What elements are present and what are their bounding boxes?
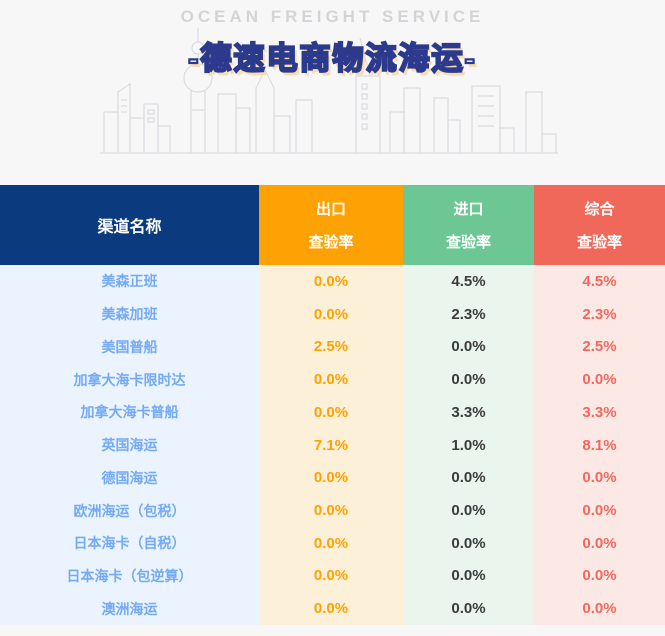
header-combined-line1: 综合 bbox=[584, 201, 615, 218]
header-export-line2: 查验率 bbox=[308, 234, 354, 251]
export-rate-cell: 7.1% bbox=[313, 436, 349, 454]
export-rate-cell: 0.0% bbox=[313, 403, 349, 421]
channel-name-cell: 日本海卡（包逆算） bbox=[66, 567, 193, 584]
import-rate-cell: 0.0% bbox=[451, 534, 486, 552]
header-combined-rate: 综合 查验率 bbox=[534, 185, 665, 265]
combined-rate-cell: 0.0% bbox=[582, 567, 617, 585]
import-rate-cell: 3.3% bbox=[451, 403, 486, 421]
table-body: 美森正班 美森加班 美国普船 加拿大海卡限时达 加拿大海卡普船 英国海运 德国海… bbox=[0, 265, 665, 625]
combined-rate-cell: 0.0% bbox=[582, 371, 617, 389]
import-rate-cell: 2.3% bbox=[451, 305, 486, 323]
export-rate-cell: 0.0% bbox=[313, 502, 349, 519]
channel-name-column: 美森正班 美森加班 美国普船 加拿大海卡限时达 加拿大海卡普船 英国海运 德国海… bbox=[0, 265, 259, 625]
export-rate-cell: 0.0% bbox=[313, 469, 349, 487]
export-rate-cell: 0.0% bbox=[313, 272, 349, 290]
channel-name-cell: 美森正班 bbox=[101, 273, 158, 290]
combined-rate-cell: 2.3% bbox=[582, 305, 617, 323]
header-import-rate: 进口 查验率 bbox=[403, 185, 534, 265]
import-rate-cell: 0.0% bbox=[451, 371, 486, 389]
combined-rate-cell: 3.3% bbox=[582, 403, 617, 421]
import-rate-cell: 4.5% bbox=[451, 272, 486, 290]
combined-rate-cell: 2.5% bbox=[582, 338, 617, 356]
channel-name-cell: 加拿大海卡限时达 bbox=[73, 371, 186, 388]
channel-name-cell: 德国海运 bbox=[101, 469, 158, 486]
export-rate-cell: 0.0% bbox=[313, 567, 349, 585]
combined-rate-column: 4.5% 2.3% 2.5% 0.0% 3.3% 8.1% 0.0% 0.0% … bbox=[534, 265, 665, 625]
city-skyline-illustration bbox=[100, 28, 558, 154]
combined-rate-cell: 8.1% bbox=[582, 436, 617, 454]
hero-banner: OCEAN FREIGHT SERVICE bbox=[0, 0, 665, 185]
channel-name-cell: 美国普船 bbox=[101, 338, 158, 355]
import-rate-cell: 1.0% bbox=[451, 436, 486, 454]
table-header-row: 渠道名称 出口 查验率 进口 查验率 综合 查验率 bbox=[0, 185, 665, 265]
header-import-line1: 进口 bbox=[453, 201, 484, 218]
import-rate-cell: 0.0% bbox=[451, 469, 486, 487]
header-export-line1: 出口 bbox=[315, 201, 346, 218]
combined-rate-cell: 0.0% bbox=[582, 502, 617, 519]
combined-rate-cell: 4.5% bbox=[582, 272, 617, 290]
import-rate-cell: 0.0% bbox=[451, 502, 486, 519]
combined-rate-cell: 0.0% bbox=[582, 534, 617, 552]
export-rate-cell: 0.0% bbox=[313, 534, 349, 552]
combined-rate-cell: 0.0% bbox=[582, 600, 617, 618]
eyebrow-text: OCEAN FREIGHT SERVICE bbox=[180, 7, 485, 26]
export-rate-cell: 0.0% bbox=[313, 371, 349, 389]
export-rate-column: 0.0% 0.0% 2.5% 0.0% 0.0% 7.1% 0.0% 0.0% … bbox=[259, 265, 403, 625]
channel-name-cell: 英国海运 bbox=[101, 437, 158, 454]
import-rate-cell: 0.0% bbox=[451, 600, 486, 618]
channel-name-cell: 澳洲海运 bbox=[101, 600, 158, 617]
import-rate-cell: 0.0% bbox=[451, 338, 486, 356]
header-export-rate: 出口 查验率 bbox=[259, 185, 403, 265]
export-rate-cell: 0.0% bbox=[313, 600, 349, 618]
channel-name-cell: 加拿大海卡普船 bbox=[80, 404, 179, 421]
export-rate-cell: 0.0% bbox=[313, 305, 349, 323]
header-channel-label: 渠道名称 bbox=[97, 219, 162, 236]
header-import-line2: 查验率 bbox=[445, 234, 491, 251]
combined-rate-cell: 0.0% bbox=[582, 469, 617, 487]
header-channel-name: 渠道名称 bbox=[0, 185, 259, 265]
inspection-rate-table: 渠道名称 出口 查验率 进口 查验率 综合 查验率 美森正班 美森加班 美国普船… bbox=[0, 185, 665, 625]
header-combined-line2: 查验率 bbox=[576, 234, 622, 251]
import-rate-cell: 0.0% bbox=[451, 567, 486, 585]
channel-name-cell: 美森加班 bbox=[101, 306, 158, 323]
channel-name-cell: 日本海卡（自税） bbox=[73, 535, 186, 552]
channel-name-cell: 欧洲海运（包税） bbox=[73, 502, 186, 519]
export-rate-cell: 2.5% bbox=[313, 338, 349, 356]
import-rate-column: 4.5% 2.3% 0.0% 0.0% 3.3% 1.0% 0.0% 0.0% … bbox=[403, 265, 534, 625]
page-title: -德速电商物流海运- bbox=[187, 40, 477, 77]
